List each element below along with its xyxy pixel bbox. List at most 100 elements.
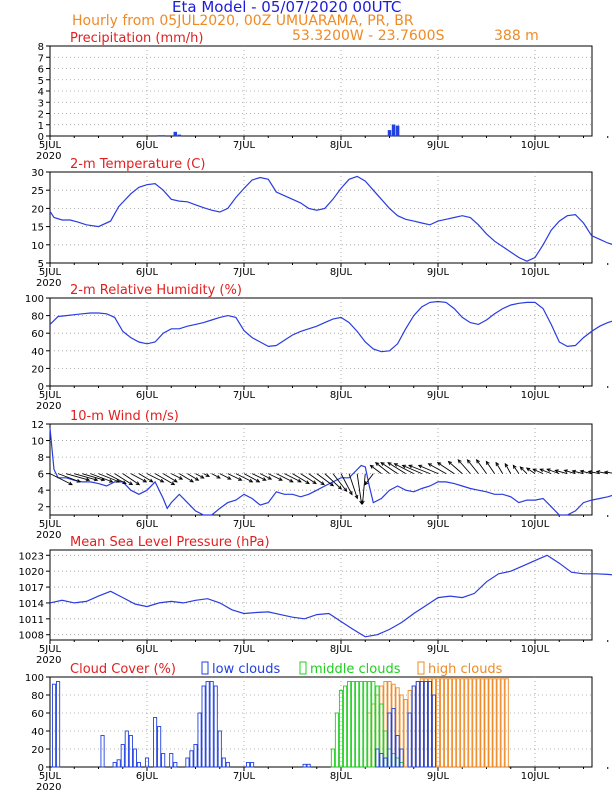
cloud-bar-low-clouds bbox=[391, 708, 396, 768]
cloud-bar-low-clouds bbox=[193, 744, 198, 768]
wind-series-line bbox=[49, 428, 612, 516]
cloud-bar-middle-clouds bbox=[351, 681, 356, 768]
cloud-bar-middle-clouds bbox=[334, 712, 340, 768]
wind-arrow bbox=[457, 459, 471, 474]
cloud-bar-high-clouds bbox=[476, 678, 481, 768]
wind-arrow-shaft bbox=[572, 470, 584, 475]
wind-arrow-shaft bbox=[428, 463, 447, 475]
wind-arrow-shaft bbox=[332, 473, 348, 492]
cloud-bar-low-clouds bbox=[415, 681, 420, 768]
wind-arrow-head bbox=[76, 479, 82, 483]
wind-arrow bbox=[195, 473, 205, 479]
wind-arrow-shaft bbox=[211, 473, 221, 479]
precip-title: Precipitation (mm/h) bbox=[70, 31, 203, 46]
wind-arrow bbox=[348, 473, 359, 500]
wind-arrow bbox=[66, 473, 91, 482]
wind-arrow bbox=[300, 473, 317, 485]
wind-arrow bbox=[387, 462, 406, 475]
mslp-ytick-label: 1014 bbox=[19, 599, 44, 610]
wind-arrow bbox=[49, 473, 73, 486]
wind-arrow-shaft bbox=[533, 468, 544, 475]
wind-arrow-shaft bbox=[284, 473, 302, 483]
temp-frame bbox=[49, 171, 593, 264]
wind-arrow-shaft bbox=[495, 462, 504, 474]
wind-arrow bbox=[324, 473, 343, 490]
clouds-ytick-label: 40 bbox=[31, 727, 44, 738]
wind-arrow-shaft bbox=[408, 464, 431, 475]
wind-arrow-head bbox=[108, 479, 114, 483]
wind-arrow bbox=[374, 461, 390, 474]
wind-arrow-shaft bbox=[82, 473, 105, 481]
wind-arrow-shaft bbox=[457, 459, 471, 474]
wind-arrow bbox=[356, 473, 364, 505]
temp-title: 2-m Temperature (C) bbox=[70, 157, 205, 172]
wind-arrow bbox=[539, 468, 552, 475]
rh-title: 2-m Relative Humidity (%) bbox=[70, 283, 242, 298]
wind-arrow-head bbox=[457, 459, 462, 464]
wind-arrow bbox=[154, 473, 176, 486]
wind-arrow bbox=[243, 473, 261, 483]
wind-arrow-head bbox=[374, 461, 380, 466]
wind-arrow-shaft bbox=[546, 468, 560, 475]
wind-arrow-head bbox=[393, 463, 399, 467]
wind-arrow-head bbox=[200, 474, 205, 479]
temp-ytick-label: 20 bbox=[31, 204, 44, 215]
temp-xtick-label: 7JUL bbox=[233, 267, 256, 278]
legend-swatch-low-clouds bbox=[201, 661, 209, 675]
wind-arrow-shaft bbox=[402, 464, 423, 475]
wind-xtick-label: 7JUL bbox=[233, 519, 256, 530]
wind-arrow-head bbox=[278, 477, 283, 481]
cloud-bar-high-clouds bbox=[444, 678, 449, 768]
wind-arrow bbox=[284, 473, 302, 483]
wind-arrow bbox=[512, 464, 520, 474]
temp-series-line bbox=[49, 175, 612, 262]
wind-arrow bbox=[408, 464, 431, 475]
wind-arrow-shaft bbox=[154, 473, 175, 486]
wind-arrow-shaft bbox=[195, 473, 204, 479]
clouds-xtick-label: 8JUL bbox=[330, 771, 353, 782]
wind-arrow bbox=[603, 470, 612, 475]
cloud-bar-low-clouds bbox=[379, 753, 384, 768]
cloud-bar-high-clouds bbox=[427, 678, 432, 768]
cloud-bar-high-clouds bbox=[496, 678, 501, 768]
cloud-bar-low-clouds bbox=[51, 683, 57, 768]
clouds-year-label: 2020 bbox=[36, 782, 61, 792]
wind-arrow bbox=[146, 473, 165, 483]
wind-arrow-head bbox=[364, 481, 369, 486]
wind-arrow bbox=[122, 473, 141, 486]
wind-arrow-head bbox=[587, 470, 593, 474]
precip-ytick-label: 3 bbox=[38, 98, 44, 109]
rh-xtick-label: 9JUL bbox=[427, 390, 450, 401]
wind-arrow-shaft bbox=[130, 473, 147, 483]
cloud-bar-high-clouds bbox=[484, 678, 489, 768]
wind-arrow bbox=[485, 460, 495, 474]
rh-xtick-label: 7JUL bbox=[233, 390, 256, 401]
wind-ytick-label: 10 bbox=[31, 437, 44, 448]
rh-ytick-label: 40 bbox=[31, 347, 44, 358]
wind-arrow-shaft bbox=[418, 464, 439, 475]
clouds-xtick-label: 10JUL bbox=[521, 771, 550, 782]
wind-arrow bbox=[466, 459, 479, 474]
wind-arrow-head bbox=[563, 469, 568, 474]
cloud-bar-high-clouds bbox=[383, 681, 388, 768]
wind-arrow bbox=[587, 470, 600, 475]
cloud-bar-middle-clouds bbox=[342, 685, 348, 768]
wind-arrow bbox=[211, 473, 221, 479]
cloud-bar-low-clouds bbox=[173, 762, 178, 768]
cloud-bar-low-clouds bbox=[120, 744, 125, 768]
wind-arrow-head bbox=[122, 480, 127, 485]
rh-ytick-label: 80 bbox=[31, 312, 44, 323]
wind-ytick-label: 2 bbox=[38, 503, 44, 514]
wind-arrow-head bbox=[571, 469, 577, 474]
cloud-bar-low-clouds bbox=[250, 762, 255, 768]
cloud-bar-high-clouds bbox=[423, 678, 428, 768]
cloud-bar-high-clouds bbox=[500, 678, 505, 768]
rh-frame bbox=[49, 297, 593, 387]
wind-arrow bbox=[203, 473, 211, 477]
wind-arrow-head bbox=[135, 481, 141, 486]
cloud-bar-middle-clouds bbox=[379, 703, 384, 768]
wind-arrow bbox=[90, 473, 114, 483]
rh-ytick-label: 100 bbox=[25, 294, 44, 305]
clouds-title: Cloud Cover (%) bbox=[70, 662, 176, 677]
